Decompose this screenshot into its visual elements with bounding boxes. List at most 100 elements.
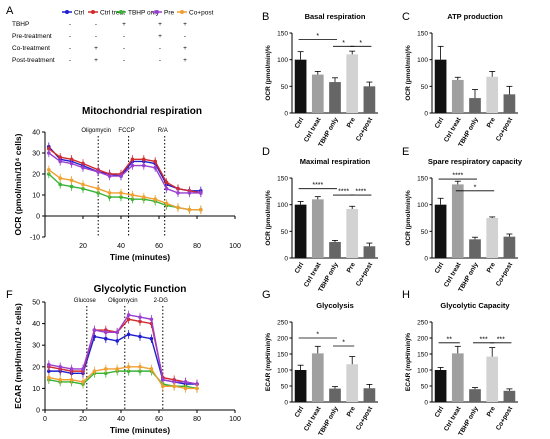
chart-title: Spare respiratory capacity [428,157,523,166]
significance-label: * [359,40,362,47]
y-axis-label: OCR (pmol/min)% [405,190,412,245]
x-tick-label: 40 [117,243,125,250]
data-point-pre [115,330,119,335]
injection-label-glucose: Glucose [74,298,97,304]
y-tick-label: 100 [417,57,428,64]
y-axis-label: OCR (pmol/min)% [265,190,272,245]
data-point-co-post [81,380,85,384]
data-point-pre [153,165,157,170]
injection-label-oligomycin: Oligomycin [108,298,138,304]
data-point-pre [164,186,169,191]
bar-ctrl-treat [311,74,324,113]
data-point-pre [149,317,154,322]
data-point-co-post [69,377,74,382]
y-tick-label: 0 [424,111,428,118]
data-point-co-post [164,201,169,206]
data-point-pre [69,367,74,371]
panel-letter-c: C [402,11,410,23]
significance-label: * [316,33,319,40]
y-tick-label: 0 [284,111,288,118]
bar-tbhp-only [329,388,341,402]
y-tick-label: 0 [424,400,428,407]
x-tick-label-co-post: Co+post [355,405,375,432]
significance-label: **** [312,182,323,189]
bar-ctrl [294,59,307,113]
legend-mark-post-treatment-4: + [183,57,187,64]
y-tick-label: 150 [417,352,428,359]
data-point-ctrl-treat [142,157,146,162]
bar-co-post [363,246,376,258]
bar-co-post [503,390,516,402]
x-tick-label: 20 [79,243,87,250]
y-axis-label: ECAR (mpH/min/10⁴ cells) [13,303,23,409]
panel-letter-a: A [6,5,14,17]
panel-letter-f: F [6,289,13,301]
data-point-pre [81,367,85,371]
y-tick-label: 0 [36,214,40,221]
data-point-co-post [47,168,51,172]
data-point-tbhp-only [104,371,108,376]
data-point-co-post [115,367,119,371]
bar-pre [346,364,359,402]
data-point-co-post [142,195,146,199]
legend-mark-tbhp-0: - [69,21,71,28]
legend-mark-post-treatment-1: + [94,57,98,64]
y-tick-label: 10 [32,386,40,393]
significance-label: * [342,40,345,47]
bar-co-post [363,388,376,402]
legend-label-pre: Pre [164,10,175,17]
x-tick-label: 20 [79,416,87,423]
injection-label-fccp: FCCP [118,128,134,134]
data-point-pre [81,165,85,170]
y-axis-label: OCR (pmol/min/10⁴ cells) [13,133,23,235]
legend-mark-post-treatment-2: - [123,57,125,64]
y-tick-label: 100 [277,202,288,209]
legend-row-label-co-treatment: Co-treatment [12,45,50,52]
x-tick-label: 100 [229,416,241,423]
chart-title: Glycolysis [316,301,354,310]
y-tick-label: 40 [32,130,40,137]
legend-swatch-marker-tbhp-only [119,10,123,14]
series-line-co-post [48,366,197,390]
legend-mark-post-treatment-0: - [69,57,71,64]
y-tick-label: 20 [32,172,40,179]
x-tick-label-ctrl: Ctrl [294,261,306,274]
legend-label-ctrl: Ctrl [74,10,85,17]
data-point-ctrl [104,336,108,341]
x-tick-label-ctrl: Ctrl [434,405,446,418]
x-tick-label-co-post: Co+post [495,116,515,143]
legend-mark-pre-treatment-0: - [69,33,71,40]
legend-swatch-marker-co-post [180,10,184,14]
bar-ctrl-treat [451,184,464,258]
y-axis-label: ECAR (mpH/min)% [265,333,272,391]
data-point-co-post [126,365,131,369]
bar-co-post [503,94,516,113]
x-tick-label: 0 [43,416,47,423]
significance-label: * [316,332,319,339]
data-point-ctrl [115,339,119,343]
data-point-co-post [81,182,85,187]
data-point-pre [47,362,51,367]
data-point-co-post [58,176,62,180]
data-point-ctrl-treat [126,317,131,322]
data-point-co-post [187,207,192,212]
y-tick-label: 40 [32,321,40,328]
series-line-pre [48,314,198,385]
data-point-pre [58,159,62,164]
data-point-pre [183,380,188,384]
chart-title: Maximal respiration [300,157,371,166]
x-axis-label: Time (minutes) [110,425,170,435]
series-line-pre [48,152,201,194]
data-point-pre [199,191,203,195]
bar-pre [486,76,499,113]
y-tick-label: 50 [32,300,40,307]
bar-pre [346,54,359,113]
legend-mark-tbhp-3: + [158,21,162,28]
data-point-pre [187,191,192,195]
chart-spare-respiratory-capacity: E Spare respiratory capacity 0 50 100 150 OCR … [402,146,523,293]
chart-title: Glycolytic Capacity [440,301,510,310]
y-tick-label: 0 [424,256,428,263]
x-tick-label-ctrl: Ctrl [434,116,446,129]
data-point-co-post [69,178,74,183]
legend-mark-pre-treatment-2: - [123,33,125,40]
